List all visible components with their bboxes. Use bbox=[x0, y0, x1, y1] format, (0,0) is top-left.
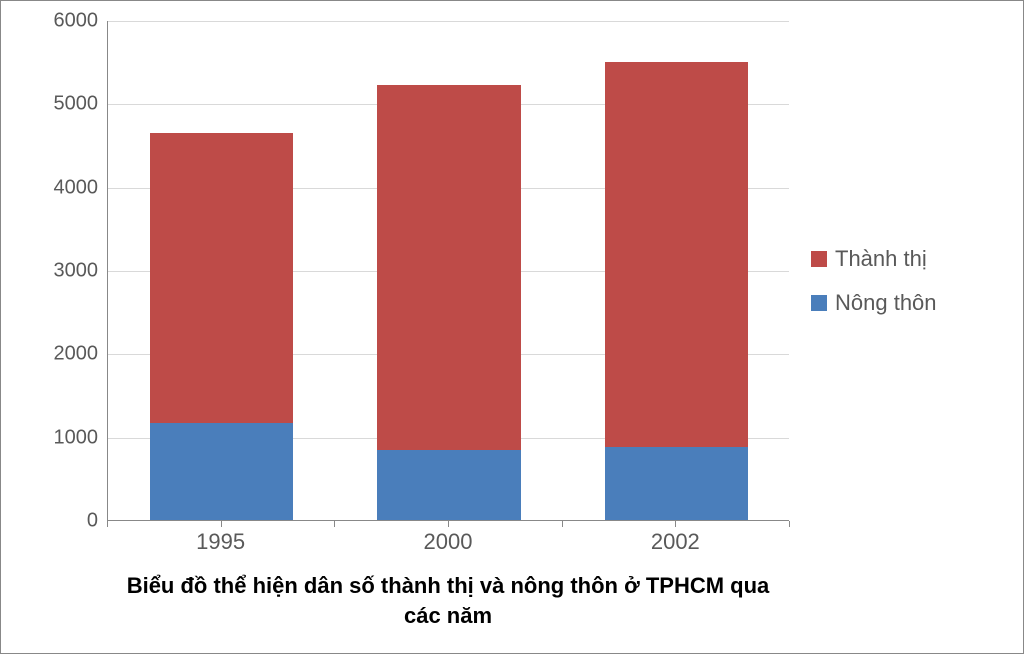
x-tick-mark bbox=[107, 521, 108, 527]
legend-swatch bbox=[811, 295, 827, 311]
x-tick-label: 2000 bbox=[424, 529, 473, 555]
x-tick-label: 1995 bbox=[196, 529, 245, 555]
legend-swatch bbox=[811, 251, 827, 267]
x-tick-mark bbox=[675, 521, 676, 527]
bar-group bbox=[377, 85, 520, 520]
x-tick-label: 2002 bbox=[651, 529, 700, 555]
bar-group bbox=[150, 133, 293, 520]
bar-group bbox=[605, 62, 748, 520]
chart-caption: Biểu đồ thể hiện dân số thành thị và nôn… bbox=[107, 571, 789, 630]
x-tick-mark bbox=[334, 521, 335, 527]
y-tick-label: 4000 bbox=[18, 176, 98, 199]
x-tick-mark bbox=[448, 521, 449, 527]
bars-layer bbox=[108, 21, 789, 520]
legend: Thành thị Nông thôn bbox=[811, 246, 937, 334]
y-tick-label: 0 bbox=[18, 510, 98, 533]
x-tick-mark bbox=[789, 521, 790, 527]
bar-segment bbox=[605, 62, 748, 447]
x-tick-mark bbox=[221, 521, 222, 527]
legend-label: Nông thôn bbox=[835, 290, 937, 316]
bar-segment bbox=[377, 85, 520, 450]
plot-area bbox=[107, 21, 789, 521]
x-tick-mark bbox=[562, 521, 563, 527]
y-tick-label: 1000 bbox=[18, 426, 98, 449]
bar-segment bbox=[150, 423, 293, 521]
y-tick-label: 2000 bbox=[18, 343, 98, 366]
bar-segment bbox=[605, 447, 748, 520]
y-tick-label: 3000 bbox=[18, 260, 98, 283]
y-tick-label: 5000 bbox=[18, 93, 98, 116]
legend-label: Thành thị bbox=[835, 246, 927, 272]
legend-item: Thành thị bbox=[811, 246, 937, 272]
legend-item: Nông thôn bbox=[811, 290, 937, 316]
bar-segment bbox=[150, 133, 293, 422]
chart-container: 0 1000 2000 3000 4000 5000 6000 1995 2000 2002 B… bbox=[0, 0, 1024, 654]
y-tick-label: 6000 bbox=[18, 10, 98, 33]
bar-segment bbox=[377, 450, 520, 520]
